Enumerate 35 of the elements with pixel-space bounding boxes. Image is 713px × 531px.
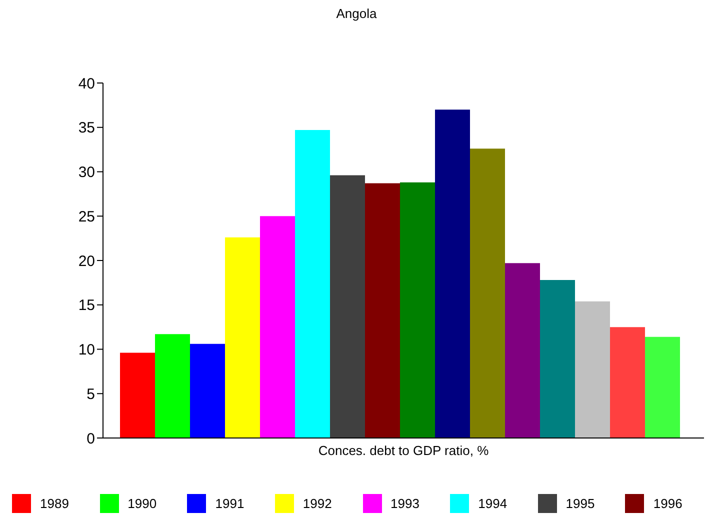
y-tick-label: 20 xyxy=(78,252,95,270)
legend-label: 1995 xyxy=(566,496,595,511)
bar xyxy=(505,263,540,438)
y-tick-label: 10 xyxy=(78,342,95,359)
chart-title: Angola xyxy=(335,5,378,23)
bar xyxy=(225,237,260,438)
bar xyxy=(540,280,575,438)
bar xyxy=(260,216,295,438)
bar xyxy=(470,148,505,438)
legend-label: 1991 xyxy=(215,496,244,511)
y-tick-label: 5 xyxy=(86,386,95,403)
y-tick-label: 40 xyxy=(78,75,95,92)
bar xyxy=(435,110,470,438)
bar xyxy=(610,327,645,438)
y-tick-label: 30 xyxy=(78,164,95,182)
bar xyxy=(155,334,190,438)
legend-label: 1993 xyxy=(390,496,420,511)
y-tick-label: 0 xyxy=(86,430,95,448)
legend-label: 1990 xyxy=(128,496,157,511)
bar xyxy=(295,130,330,438)
x-tick-label: Conces. debt to GDP ratio, % xyxy=(318,443,490,458)
y-tick-label: 15 xyxy=(78,297,95,314)
y-tick-label: 35 xyxy=(78,120,95,137)
bar xyxy=(575,301,610,438)
bar xyxy=(400,182,435,438)
legend-label: 1996 xyxy=(653,496,682,511)
legend-label: 1989 xyxy=(40,496,69,511)
y-tick-label: 25 xyxy=(78,208,95,226)
bar xyxy=(365,183,400,438)
legend-label: 1994 xyxy=(478,496,508,511)
legend-label: 1992 xyxy=(302,496,332,511)
bar xyxy=(330,175,365,438)
bar xyxy=(190,344,225,438)
bar xyxy=(645,336,680,438)
bar xyxy=(120,352,155,438)
